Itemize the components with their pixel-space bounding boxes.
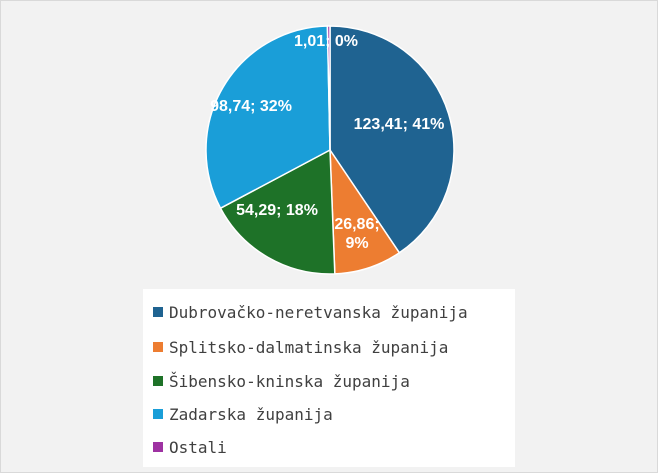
legend-label: Ostali bbox=[169, 437, 227, 457]
legend-swatch bbox=[153, 376, 163, 386]
legend-swatch bbox=[153, 342, 163, 352]
legend-swatch bbox=[153, 442, 163, 452]
legend-label: Šibensko-kninska županija bbox=[169, 371, 410, 391]
pie-slice bbox=[219, 148, 336, 275]
legend: Dubrovačko-neretvanska županija Splitsko… bbox=[143, 289, 515, 467]
legend-swatch bbox=[153, 307, 163, 317]
legend-item-ostali: Ostali bbox=[143, 435, 227, 459]
legend-label: Splitsko-dalmatinska županija bbox=[169, 337, 449, 357]
data-label: 123,41; 41% bbox=[354, 116, 445, 133]
legend-item-dubrovacko-neretvanska: Dubrovačko-neretvanska županija bbox=[143, 300, 468, 324]
data-label: 54,29; 18% bbox=[236, 202, 318, 219]
legend-swatch bbox=[153, 409, 163, 419]
legend-item-sibensko-kninska: Šibensko-kninska županija bbox=[143, 369, 410, 393]
legend-item-splitsko-dalmatinska: Splitsko-dalmatinska županija bbox=[143, 335, 448, 359]
pie-slice bbox=[205, 25, 331, 210]
data-label: 26,86; 9% bbox=[334, 216, 379, 252]
legend-item-zadarska: Zadarska županija bbox=[143, 402, 333, 426]
data-label: 98,74; 32% bbox=[210, 98, 292, 115]
pie-slice bbox=[326, 25, 331, 151]
pie-slice bbox=[329, 25, 455, 254]
legend-label: Dubrovačko-neretvanska županija bbox=[169, 302, 468, 322]
data-label: 1,01; 0% bbox=[294, 33, 358, 50]
legend-label: Zadarska županija bbox=[169, 404, 333, 424]
